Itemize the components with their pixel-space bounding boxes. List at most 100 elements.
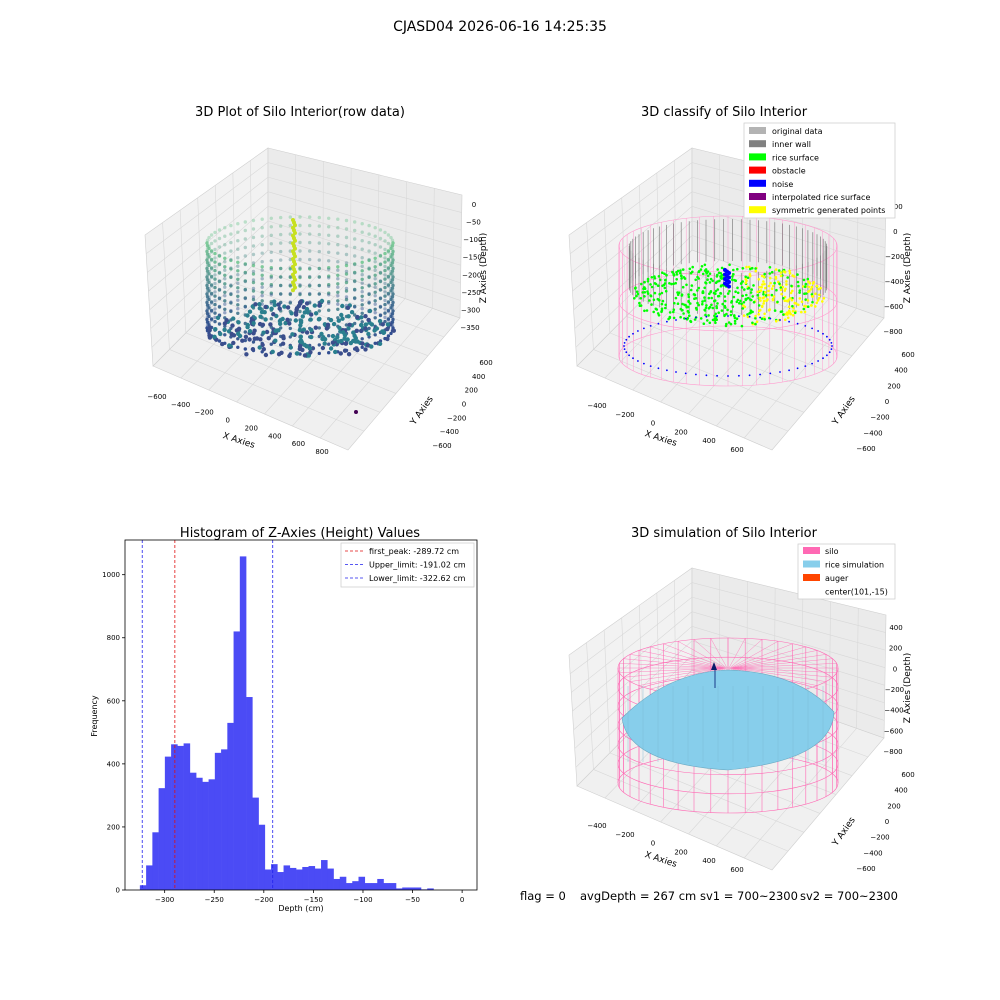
raw-wall-point [207,255,211,259]
raw-wall-point [209,258,214,263]
classified-point [773,309,777,312]
histogram-bar [164,756,172,890]
raw-wall-point [217,288,222,292]
tick-label: 400 [894,367,907,375]
raw-wall-point [360,311,364,315]
raw-wall-point [390,247,395,251]
grid-line [185,332,381,413]
raw-wall-point [243,279,247,283]
classified-point [779,286,783,289]
classified-point [786,316,790,320]
tick-label: −400 [863,849,882,857]
raw-wall-point [344,278,349,282]
classified-point [814,292,817,296]
classified-point [736,291,740,295]
raw-wall-point [251,272,256,276]
raw-floor-point [222,321,228,326]
raw-floor-point [381,330,387,335]
raw-wall-point [236,298,240,302]
classified-point [746,315,750,319]
classified-point [754,267,757,270]
raw-wall-point [327,233,331,237]
raw-wall-point [390,261,395,265]
raw-wall-point [317,351,321,356]
classified-point [803,285,807,289]
classified-point [803,304,806,308]
raw-wall-point [308,266,312,270]
raw-wall-point [298,291,302,296]
classified-point [731,275,734,278]
raw-wall-point [317,275,321,279]
raw-wall-point [229,291,233,296]
raw-wall-point [229,275,233,280]
histogram-legend: first_peak: -289.72 cm Upper_limit: -191.… [340,542,475,588]
classified-point [729,322,733,326]
raw-wall-point [344,218,349,223]
histogram-reference-lines [141,540,274,890]
x-tick-label: −250 [205,896,224,904]
raw-wall-point [317,326,321,330]
histogram-bar [289,867,297,890]
rice-surface [621,669,835,771]
classified-point [741,267,745,270]
raw-floor-point [231,340,236,346]
raw-wall-point [378,262,383,267]
legend-entry: symmetric generated points [772,206,885,215]
raw-wall-point [308,232,312,236]
noise-point [822,332,824,335]
raw-wall-point [205,312,210,316]
classified-point [731,278,734,281]
histogram-plot-frame [124,539,478,891]
classified-point [713,299,716,303]
classified-point [741,307,745,310]
raw-wall-point [213,264,217,269]
classified-point [715,305,718,308]
raw-wall-point [236,281,240,285]
classified-point [725,312,728,316]
raw-floor-point [285,317,290,322]
tick-label: 0 [472,201,476,209]
raw-wall-point [360,286,364,290]
grid-line [626,316,821,394]
classified-point [786,299,790,303]
classified-point [677,291,681,295]
silo-roof-line [733,663,837,669]
classified-point [767,284,771,288]
raw-wall-point [367,258,371,263]
raw-3d-panel: 3D Plot of Silo Interior(row data) −600−… [144,105,493,456]
raw-wall-point [383,264,387,269]
classified-point [708,281,712,284]
sv1-value: sv1 = 700~2300 [700,889,798,903]
noise-point [804,325,807,327]
raw-wall-point [213,230,217,235]
raw-wall-point [317,258,321,262]
classified-point [760,317,764,321]
histogram-bar [171,744,178,890]
raw-wall-point [308,249,312,253]
simulation-z-axis-label: Z Axies (Depth) [903,653,913,724]
raw-wall-point [367,257,371,262]
raw-floor-point [278,321,283,326]
silo-roof-line [710,638,728,669]
raw-wall-point [243,287,247,292]
classified-point [743,288,746,291]
raw-wall-point [213,281,217,286]
raw-wall-point [236,345,240,349]
classified-point [643,280,646,284]
raw-wall-point [373,277,377,281]
raw-wall-point [373,268,377,272]
raw-wall-point [213,251,217,256]
raw-wall-point [308,283,312,287]
grid-line [572,191,886,292]
classified-point [806,299,810,302]
raw-wall-point [251,261,256,265]
classified-point [806,305,810,309]
noise-point [675,371,677,373]
classified-point [633,297,636,300]
noise-point [705,315,708,318]
classified-point [771,297,775,301]
tick-label: 600 [730,866,743,874]
histogram-bar [152,832,159,890]
raw-wall-point [327,334,331,338]
raw-wall-point [360,290,364,294]
